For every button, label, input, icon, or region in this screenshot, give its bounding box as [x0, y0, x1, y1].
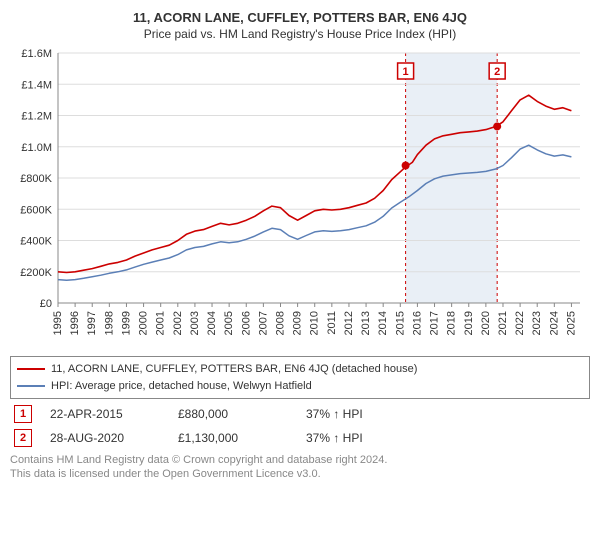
svg-text:2003: 2003	[189, 311, 201, 335]
footnote: Contains HM Land Registry data © Crown c…	[10, 453, 590, 482]
svg-text:£1.4M: £1.4M	[21, 79, 52, 91]
page-title: 11, ACORN LANE, CUFFLEY, POTTERS BAR, EN…	[10, 10, 590, 25]
svg-text:1999: 1999	[120, 311, 132, 335]
svg-text:2014: 2014	[377, 311, 389, 335]
svg-text:2024: 2024	[548, 311, 560, 335]
sale-badge: 2	[14, 429, 32, 447]
legend-swatch	[17, 385, 45, 387]
svg-text:2012: 2012	[343, 311, 355, 335]
sale-date: 22-APR-2015	[50, 407, 160, 421]
svg-text:2016: 2016	[411, 311, 423, 335]
svg-text:2019: 2019	[463, 311, 475, 335]
svg-text:2: 2	[494, 66, 500, 78]
sale-badge: 1	[14, 405, 32, 423]
svg-text:2006: 2006	[240, 311, 252, 335]
sale-price: £1,130,000	[178, 431, 288, 445]
svg-text:2013: 2013	[360, 311, 372, 335]
svg-text:£200K: £200K	[20, 267, 52, 279]
svg-text:2025: 2025	[565, 311, 577, 335]
legend-item: 11, ACORN LANE, CUFFLEY, POTTERS BAR, EN…	[17, 361, 583, 378]
legend-item: HPI: Average price, detached house, Welw…	[17, 378, 583, 395]
sale-delta: 37% ↑ HPI	[306, 431, 416, 445]
svg-text:2004: 2004	[206, 311, 218, 335]
svg-text:1996: 1996	[69, 311, 81, 335]
svg-text:2015: 2015	[394, 311, 406, 335]
footnote-line1: Contains HM Land Registry data © Crown c…	[10, 454, 387, 466]
legend-swatch	[17, 368, 45, 370]
svg-text:2020: 2020	[480, 311, 492, 335]
svg-text:1: 1	[403, 66, 409, 78]
svg-text:2018: 2018	[446, 311, 458, 335]
svg-text:£1.2M: £1.2M	[21, 111, 52, 123]
svg-text:2000: 2000	[138, 311, 150, 335]
svg-text:£400K: £400K	[20, 236, 52, 248]
svg-text:2023: 2023	[531, 311, 543, 335]
legend-label: HPI: Average price, detached house, Welw…	[51, 378, 312, 395]
svg-text:2005: 2005	[223, 311, 235, 335]
svg-text:£1.6M: £1.6M	[21, 48, 52, 60]
svg-text:1998: 1998	[103, 311, 115, 335]
svg-text:£1.0M: £1.0M	[21, 142, 52, 154]
legend: 11, ACORN LANE, CUFFLEY, POTTERS BAR, EN…	[10, 356, 590, 399]
sale-price: £880,000	[178, 407, 288, 421]
svg-text:£800K: £800K	[20, 173, 52, 185]
svg-text:2010: 2010	[309, 311, 321, 335]
svg-text:2017: 2017	[429, 311, 441, 335]
svg-text:2002: 2002	[172, 311, 184, 335]
sale-row: 2 28-AUG-2020 £1,130,000 37% ↑ HPI	[10, 429, 590, 447]
sale-delta: 37% ↑ HPI	[306, 407, 416, 421]
svg-text:2009: 2009	[292, 311, 304, 335]
svg-text:2008: 2008	[274, 311, 286, 335]
svg-text:2007: 2007	[257, 311, 269, 335]
sale-date: 28-AUG-2020	[50, 431, 160, 445]
svg-text:1997: 1997	[86, 311, 98, 335]
sale-row: 1 22-APR-2015 £880,000 37% ↑ HPI	[10, 405, 590, 423]
svg-text:1995: 1995	[52, 311, 64, 335]
price-chart: £0 £200K £400K £600K £800K £1.0M £1.2M £1.4M £1.…	[10, 47, 590, 350]
svg-text:2001: 2001	[155, 311, 167, 335]
footnote-line2: This data is licensed under the Open Gov…	[10, 468, 321, 480]
svg-text:£600K: £600K	[20, 204, 52, 216]
svg-text:2022: 2022	[514, 311, 526, 335]
svg-text:2011: 2011	[326, 311, 338, 335]
page-subtitle: Price paid vs. HM Land Registry's House …	[10, 27, 590, 41]
svg-text:2021: 2021	[497, 311, 509, 335]
legend-label: 11, ACORN LANE, CUFFLEY, POTTERS BAR, EN…	[51, 361, 417, 378]
svg-text:£0: £0	[40, 298, 52, 310]
